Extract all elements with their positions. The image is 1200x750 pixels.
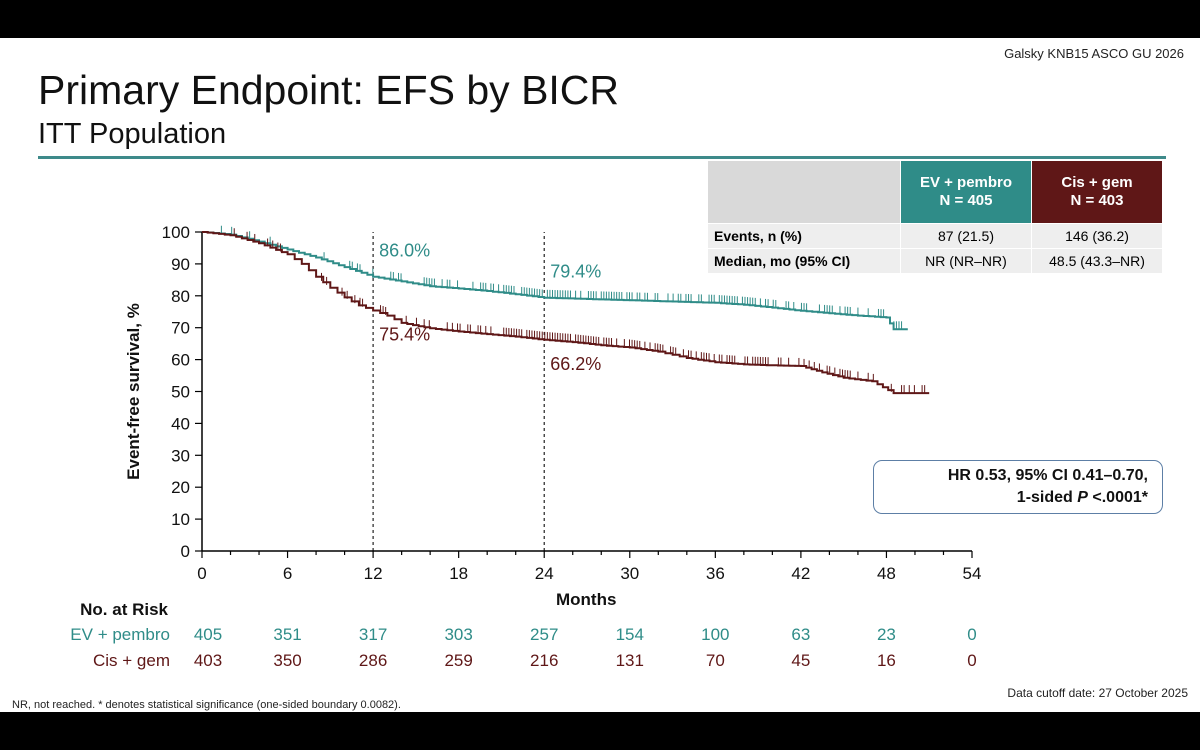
hazard-ratio-sided: 1-sided (1016, 489, 1078, 506)
x-tick-label: 36 (706, 564, 725, 583)
x-tick-label: 18 (449, 564, 468, 583)
cis-gem-header-n: N = 403 (1070, 192, 1124, 209)
summary-table-corner (707, 160, 901, 224)
risk-row-label: Cis + gem (93, 651, 170, 670)
y-axis-label: Event-free survival, % (124, 303, 143, 480)
hazard-ratio-line2: 1-sided P <.0001* (874, 487, 1148, 509)
hazard-ratio-line1: HR 0.53, 95% CI 0.41–0.70, (947, 467, 1148, 484)
x-tick-label: 42 (791, 564, 810, 583)
y-tick-label: 70 (171, 319, 190, 338)
risk-value: 16 (877, 651, 896, 670)
risk-value: 23 (877, 625, 896, 644)
hazard-ratio-pvalue: <.0001* (1087, 489, 1148, 506)
risk-value: 257 (530, 625, 558, 644)
risk-value: 154 (616, 625, 644, 644)
risk-table: No. at Risk EV + pembro 405 351 317 303 257 154… (70, 600, 976, 670)
annotation-label: 86.0% (379, 241, 430, 261)
risk-value: 0 (967, 625, 976, 644)
risk-value: 405 (194, 625, 222, 644)
risk-row-label: EV + pembro (70, 625, 170, 644)
events-label: Events, n (%) (707, 223, 901, 249)
citation: Galsky KNB15 ASCO GU 2026 (1004, 46, 1184, 61)
risk-value: 63 (791, 625, 810, 644)
x-tick-label: 24 (535, 564, 554, 583)
events-row: Events, n (%) 87 (21.5) 146 (36.2) (707, 223, 1163, 249)
x-tick-label: 6 (283, 564, 292, 583)
annotation-label: 66.2% (550, 354, 601, 374)
risk-value: 317 (359, 625, 387, 644)
page-title: Primary Endpoint: EFS by BICR (38, 67, 620, 113)
median-label: Median, mo (95% CI) (707, 248, 901, 274)
y-tick-label: 100 (162, 223, 190, 242)
ev-pembro-header-name: EV + pembro (919, 174, 1013, 191)
cis-gem-header: Cis + gem N = 403 (1031, 160, 1163, 224)
events-ev-pembro: 87 (21.5) (900, 223, 1032, 249)
series-line-cis-gem (202, 231, 930, 395)
y-tick-label: 20 (171, 478, 190, 497)
risk-value: 351 (273, 625, 301, 644)
cis-gem-header-name: Cis + gem (1061, 174, 1133, 191)
y-tick-label: 30 (171, 446, 190, 465)
annotation-label: 79.4% (550, 262, 601, 282)
footnote: NR, not reached. * denotes statistical s… (12, 699, 401, 711)
y-tick-label: 0 (181, 542, 190, 561)
hazard-ratio-box: HR 0.53, 95% CI 0.41–0.70, 1-sided P <.0… (873, 460, 1163, 514)
risk-value: 45 (791, 651, 810, 670)
data-cutoff: Data cutoff date: 27 October 2025 (1007, 686, 1188, 700)
reference-lines (372, 232, 545, 551)
x-axis-label: Months (556, 590, 616, 609)
risk-value: 259 (444, 651, 472, 670)
km-chart: 0 6 12 18 24 30 36 42 48 540102030405060708090100… (70, 223, 981, 670)
page-subtitle: ITT Population (38, 118, 227, 150)
annotation-label: 75.4% (379, 324, 430, 344)
y-tick-label: 50 (171, 383, 190, 402)
x-tick-label: 12 (364, 564, 383, 583)
median-row: Median, mo (95% CI) NR (NR–NR) 48.5 (43.… (707, 248, 1163, 274)
risk-value: 100 (701, 625, 729, 644)
x-tick-label: 0 (197, 564, 206, 583)
series-lines (202, 225, 930, 395)
y-tick-label: 90 (171, 255, 190, 274)
risk-value: 350 (273, 651, 301, 670)
summary-table: EV + pembro N = 405 Cis + gem N = 403 Ev… (707, 160, 1163, 274)
slide: Galsky KNB15 ASCO GU 2026 Primary Endpoi… (0, 38, 1200, 712)
risk-value: 216 (530, 651, 558, 670)
risk-value: 403 (194, 651, 222, 670)
ev-pembro-header: EV + pembro N = 405 (900, 160, 1032, 224)
risk-value: 286 (359, 651, 387, 670)
y-tick-label: 10 (171, 510, 190, 529)
axes: 0 6 12 18 24 30 36 42 48 54 0 10 20 30 40 50 60 70 80 90 100… (124, 223, 981, 609)
risk-value: 303 (444, 625, 472, 644)
risk-value: 70 (706, 651, 725, 670)
hazard-ratio-p: P (1077, 489, 1088, 506)
y-tick-label: 80 (171, 287, 190, 306)
x-tick-label: 30 (620, 564, 639, 583)
risk-value: 131 (616, 651, 644, 670)
x-tick-label: 48 (877, 564, 896, 583)
median-ev-pembro: NR (NR–NR) (900, 248, 1032, 274)
x-tick-label: 54 (963, 564, 982, 583)
ev-pembro-header-n: N = 405 (939, 192, 993, 209)
risk-value: 0 (967, 651, 976, 670)
y-tick-label: 40 (171, 414, 190, 433)
annotations: 86.0% 79.4% 75.4% 66.2% (379, 241, 601, 374)
title-divider (38, 156, 1166, 159)
events-cis-gem: 146 (36.2) (1031, 223, 1163, 249)
median-cis-gem: 48.5 (43.3–NR) (1031, 248, 1163, 274)
y-tick-label: 60 (171, 351, 190, 370)
risk-table-title: No. at Risk (80, 600, 168, 619)
